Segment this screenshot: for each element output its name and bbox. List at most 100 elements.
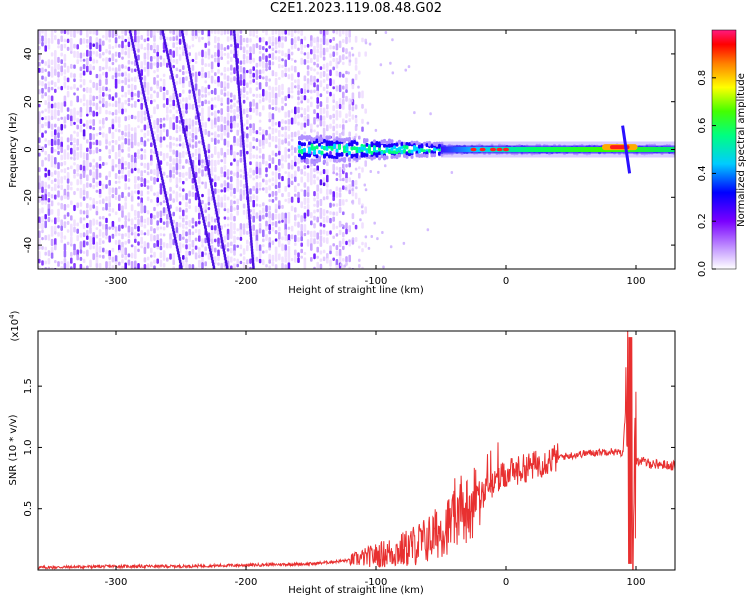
heatmap-cell bbox=[121, 102, 124, 109]
heatmap-cell bbox=[130, 91, 134, 98]
heatmap-cell bbox=[41, 80, 44, 87]
heatmap-cell bbox=[278, 138, 281, 146]
heatmap-cell bbox=[329, 150, 332, 156]
heatmap-cell bbox=[169, 239, 172, 247]
heatmap-cell bbox=[297, 36, 300, 42]
heatmap-cell bbox=[92, 158, 95, 163]
heatmap-cell bbox=[223, 235, 227, 243]
heatmap-cell bbox=[127, 52, 131, 59]
heatmap-cell bbox=[383, 155, 386, 160]
heatmap-cell bbox=[44, 260, 47, 265]
heatmap-cell bbox=[159, 201, 163, 206]
heatmap-cell bbox=[60, 219, 63, 226]
heatmap-cell bbox=[252, 194, 255, 200]
heatmap-cell bbox=[130, 114, 134, 120]
heatmap-cell bbox=[335, 250, 339, 257]
heatmap-cell bbox=[156, 104, 159, 110]
heatmap-cell bbox=[210, 54, 214, 59]
heatmap-cell bbox=[54, 88, 57, 94]
heatmap-cell bbox=[246, 126, 249, 130]
heatmap-cell bbox=[159, 151, 163, 156]
heatmap-cell bbox=[306, 43, 310, 48]
heatmap-cell bbox=[92, 119, 95, 126]
heatmap-cell bbox=[294, 106, 297, 115]
heatmap-cell bbox=[313, 37, 316, 44]
heatmap-cell bbox=[95, 241, 99, 249]
heatmap-cell bbox=[121, 94, 124, 98]
heatmap-cell bbox=[313, 266, 316, 269]
heatmap-cell bbox=[114, 116, 118, 123]
heatmap-cell bbox=[332, 125, 335, 132]
heatmap-cell bbox=[210, 104, 214, 111]
heatmap-cell bbox=[420, 153, 424, 158]
heatmap-cell bbox=[322, 249, 326, 254]
heatmap-cell bbox=[335, 51, 339, 56]
heatmap-cell bbox=[284, 250, 287, 258]
heatmap-cell bbox=[249, 266, 252, 269]
heatmap-cell bbox=[172, 166, 175, 174]
heatmap-cell bbox=[159, 136, 163, 143]
heatmap-cell bbox=[255, 195, 259, 202]
heatmap-cell bbox=[130, 226, 134, 233]
heatmap-cell bbox=[86, 190, 89, 199]
heatmap-cell bbox=[150, 247, 153, 254]
heatmap-cell bbox=[89, 235, 92, 243]
heatmap-cell bbox=[249, 74, 252, 79]
heatmap-cell bbox=[118, 103, 121, 111]
heatmap-cell bbox=[108, 154, 111, 159]
heatmap-cell bbox=[182, 217, 185, 223]
heatmap-cell bbox=[318, 142, 321, 147]
heatmap-cell bbox=[400, 141, 404, 146]
heatmap-cell bbox=[242, 37, 246, 43]
heatmap-cell bbox=[393, 154, 396, 159]
heatmap-cell bbox=[41, 236, 44, 241]
heatmap-cell bbox=[281, 175, 284, 182]
heatmap-cell bbox=[220, 108, 223, 115]
heatmap-cell bbox=[204, 181, 207, 189]
heatmap-cell bbox=[300, 88, 303, 94]
heatmap-cell bbox=[47, 216, 51, 223]
heatmap-cell bbox=[278, 84, 281, 93]
heatmap-cell bbox=[38, 244, 41, 250]
heatmap-cell bbox=[294, 185, 297, 193]
heatmap-cell bbox=[365, 153, 369, 158]
snr-x-tick-label: -300 bbox=[105, 577, 128, 588]
heatmap-cell bbox=[252, 265, 255, 269]
heatmap-cell bbox=[118, 175, 121, 181]
heatmap-cell bbox=[188, 118, 191, 126]
heatmap-cell bbox=[95, 210, 99, 216]
heatmap-cell bbox=[378, 143, 381, 148]
heatmap-cell bbox=[294, 85, 297, 89]
heatmap-cell bbox=[63, 30, 67, 35]
heatmap-cell bbox=[335, 30, 339, 35]
heatmap-cell bbox=[63, 175, 67, 180]
heatmap-cell bbox=[118, 249, 121, 253]
heatmap-cell bbox=[102, 161, 105, 167]
heatmap-cell bbox=[194, 77, 198, 83]
heatmap-cell bbox=[210, 238, 214, 244]
heatmap-cell bbox=[82, 129, 86, 137]
heatmap-cell bbox=[220, 72, 223, 76]
heatmap-cell bbox=[143, 81, 147, 90]
heatmap-cell bbox=[76, 50, 79, 59]
heatmap-cell bbox=[118, 51, 121, 58]
heatmap-cell bbox=[326, 62, 329, 69]
heatmap-cell bbox=[182, 236, 185, 240]
heatmap-cell bbox=[38, 30, 41, 38]
heatmap-cell bbox=[306, 203, 310, 210]
heatmap-cell bbox=[242, 183, 246, 189]
heatmap-cell bbox=[338, 206, 342, 214]
heatmap-cell bbox=[47, 197, 51, 203]
heatmap-cell bbox=[310, 81, 313, 86]
heatmap-cell bbox=[137, 202, 140, 207]
heatmap-cell bbox=[41, 123, 44, 129]
heatmap-cell bbox=[98, 126, 102, 131]
heatmap-cell bbox=[220, 56, 223, 61]
heatmap-cell bbox=[255, 69, 259, 77]
heatmap-cell bbox=[239, 229, 243, 237]
heatmap-cell bbox=[153, 192, 156, 196]
heatmap-cell bbox=[89, 259, 92, 268]
heatmap-cell bbox=[108, 30, 111, 38]
heatmap-cell bbox=[140, 148, 143, 152]
heatmap-cell bbox=[281, 69, 284, 78]
